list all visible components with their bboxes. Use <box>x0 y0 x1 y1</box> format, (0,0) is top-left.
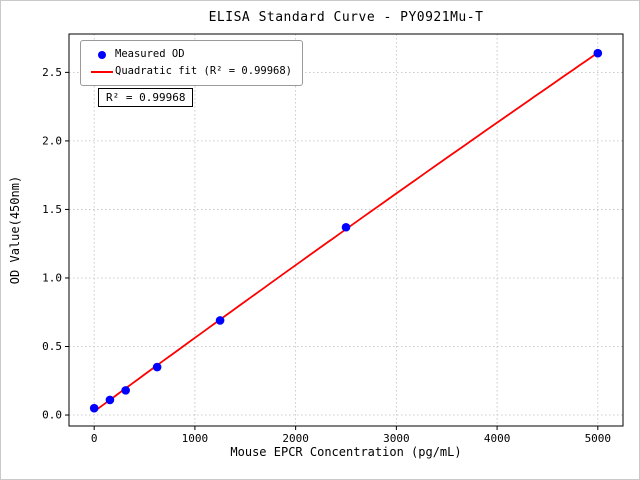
legend: Measured OD Quadratic fit (R² = 0.99968) <box>80 40 304 86</box>
y-tick-label: 0.0 <box>42 409 62 422</box>
data-point <box>89 403 99 413</box>
data-point <box>105 395 115 405</box>
x-tick-label: 5000 <box>585 432 612 445</box>
data-point <box>152 362 162 372</box>
y-tick-label: 2.5 <box>42 66 62 79</box>
y-axis-label: OD Value(450nm) <box>8 175 22 285</box>
y-tick-label: 0.5 <box>42 340 62 353</box>
y-tick-label: 1.0 <box>42 271 62 284</box>
x-axis-label: Mouse EPCR Concentration (pg/mL) <box>230 445 462 459</box>
legend-item-measured-od: Measured OD <box>89 46 292 63</box>
x-tick-label: 0 <box>91 432 98 445</box>
data-point <box>215 316 225 325</box>
line-marker-icon <box>91 70 113 73</box>
x-tick-label: 1000 <box>182 432 209 445</box>
scatter-marker-icon <box>98 50 106 59</box>
x-tick-label: 3000 <box>383 432 410 445</box>
legend-item-quadratic-fit: Quadratic fit (R² = 0.99968) <box>89 63 292 80</box>
axes-frame <box>68 33 624 427</box>
x-tick-label: 2000 <box>282 432 309 445</box>
legend-label-measured-od: Measured OD <box>115 48 185 60</box>
chart-title: ELISA Standard Curve - PY0921Mu-T <box>208 10 484 25</box>
y-tick-label: 2.0 <box>42 134 62 147</box>
r-squared-annotation: R² = 0.99968 <box>98 88 194 107</box>
data-point <box>593 48 603 58</box>
legend-label-quadratic-fit: Quadratic fit (R² = 0.99968) <box>115 65 293 77</box>
y-tick-label: 1.5 <box>42 203 62 216</box>
data-point <box>341 222 351 232</box>
data-point <box>121 386 130 395</box>
x-tick-label: 4000 <box>484 432 511 445</box>
